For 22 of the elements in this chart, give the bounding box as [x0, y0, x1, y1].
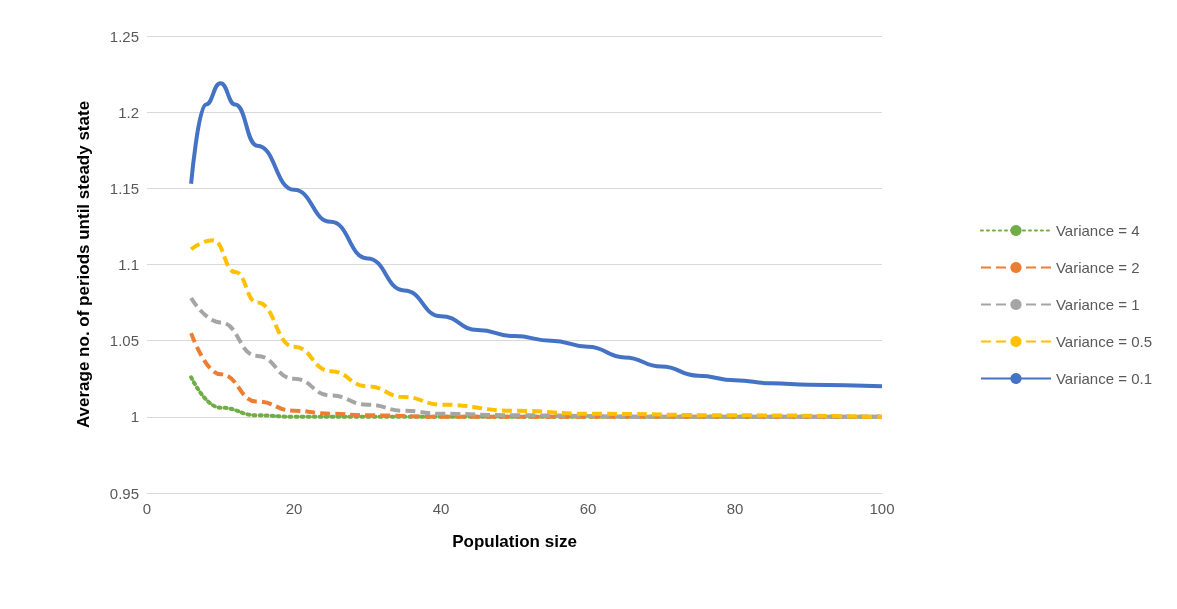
y-tick-label: 1.25 [109, 27, 139, 45]
x-tick-label: 0 [142, 500, 152, 517]
x-tick-label: 100 [869, 500, 895, 517]
y-tick-label: 1.15 [109, 179, 139, 197]
x-tick-label: 60 [579, 500, 597, 517]
x-axis-title: Population size [452, 532, 577, 551]
x-tick-label: 40 [432, 500, 450, 517]
y-tick-label: 1.05 [109, 332, 139, 350]
y-tick-label: 1 [130, 408, 139, 426]
legend-label: Variance = 0.5 [1055, 333, 1153, 350]
legend-label: Variance = 1 [1055, 296, 1140, 313]
x-tick-label: 80 [726, 500, 744, 517]
y-tick-label: 1.1 [118, 256, 139, 273]
legend-label: Variance = 2 [1055, 259, 1140, 276]
y-tick-label: 1.2 [118, 103, 139, 121]
legend-label: Variance = 0.1 [1055, 370, 1153, 387]
legend-label: Variance = 4 [1055, 222, 1140, 239]
y-tick-label: 0.95 [109, 484, 139, 502]
x-tick-label: 20 [285, 500, 303, 517]
y-axis-title: Average no. of periods until steady state [74, 100, 93, 429]
line-series [189, 238, 884, 419]
line-series [189, 81, 884, 389]
